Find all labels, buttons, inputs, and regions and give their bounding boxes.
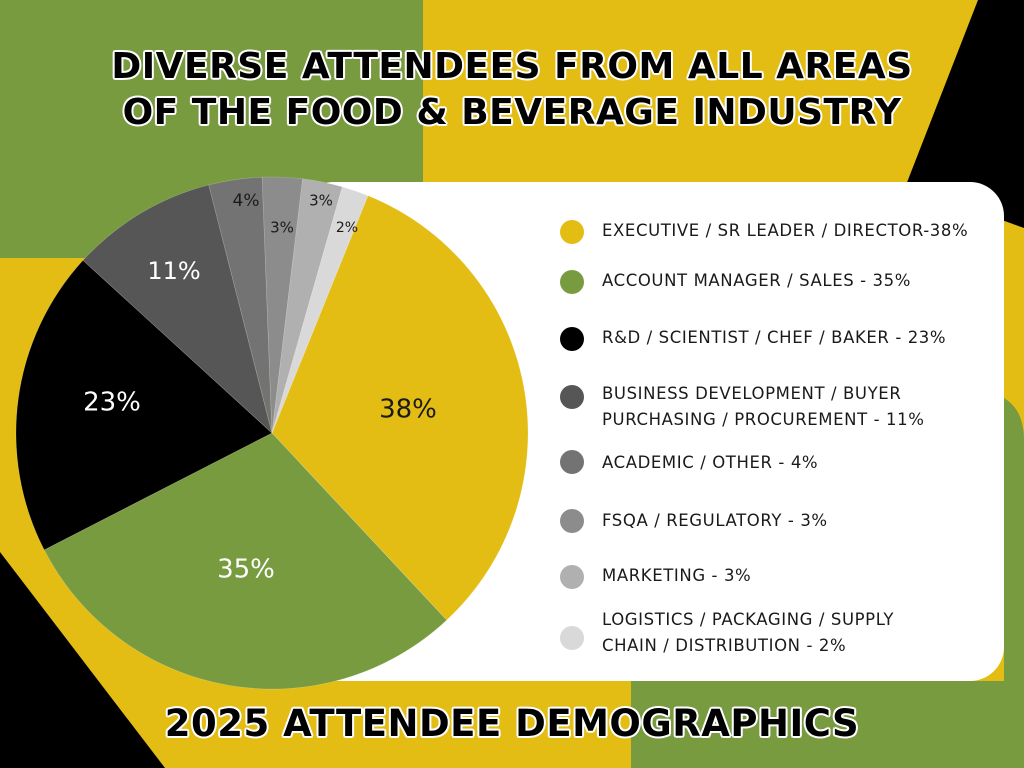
legend-swatch-icon bbox=[560, 385, 584, 409]
pie-data-label: 3% bbox=[309, 192, 333, 210]
main-title: DIVERSE ATTENDEES FROM ALL AREAS OF THE … bbox=[0, 44, 1024, 136]
pie-slice bbox=[271, 195, 529, 621]
legend-label: BUSINESS DEVELOPMENT / BUYER PURCHASING … bbox=[602, 384, 925, 429]
pie-slice bbox=[208, 176, 273, 434]
legend-label: ACCOUNT MANAGER / SALES - 35% bbox=[602, 271, 912, 290]
legend-swatch-icon bbox=[560, 565, 584, 589]
pie-slice bbox=[82, 184, 273, 434]
pie-slice bbox=[271, 186, 369, 434]
pie-slice bbox=[261, 176, 303, 434]
pie-slice bbox=[15, 259, 273, 551]
legend-label: R&D / SCIENTIST / CHEF / BAKER - 23% bbox=[602, 328, 947, 347]
bg-black-bottom-left bbox=[0, 552, 165, 768]
pie-slice bbox=[43, 432, 448, 690]
legend-swatch-icon bbox=[560, 626, 584, 650]
bg-black-top-right bbox=[906, 0, 1024, 228]
pie-data-label: 2% bbox=[336, 220, 358, 236]
main-title-line-1: DIVERSE ATTENDEES FROM ALL AREAS bbox=[111, 46, 913, 87]
pie-data-label: 4% bbox=[233, 191, 260, 211]
legend-label: ACADEMIC / OTHER - 4% bbox=[602, 453, 819, 472]
legend-label: MARKETING - 3% bbox=[602, 566, 752, 585]
legend-swatch-icon bbox=[560, 509, 584, 533]
pie-slice bbox=[271, 178, 343, 434]
legend-swatch-icon bbox=[560, 450, 584, 474]
pie-data-label: 35% bbox=[217, 555, 275, 585]
pie-data-label: 38% bbox=[379, 395, 437, 425]
legend-label: LOGISTICS / PACKAGING / SUPPLY CHAIN / D… bbox=[602, 610, 895, 655]
bg-green-right bbox=[1004, 398, 1024, 768]
legend-swatch-icon bbox=[560, 270, 584, 294]
legend-swatch-icon bbox=[560, 220, 584, 244]
pie-data-label: 23% bbox=[83, 388, 141, 418]
pie-data-label: 3% bbox=[270, 219, 294, 237]
pie-data-label: 11% bbox=[147, 257, 200, 285]
legend-swatch-icon bbox=[560, 327, 584, 351]
legend-label: FSQA / REGULATORY - 3% bbox=[602, 511, 828, 530]
main-title-line-2: OF THE FOOD & BEVERAGE INDUSTRY bbox=[122, 92, 902, 133]
chart-title: 2025 ATTENDEE DEMOGRAPHICS bbox=[164, 702, 860, 745]
bg-green-bottom-right bbox=[631, 681, 1024, 768]
legend-label: EXECUTIVE / SR LEADER / DIRECTOR-38% bbox=[602, 221, 969, 240]
